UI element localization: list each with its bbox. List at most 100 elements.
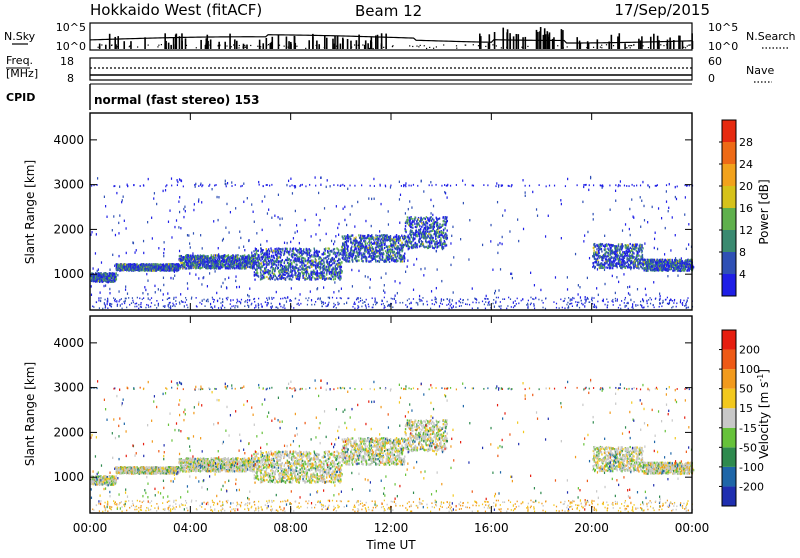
nsearch-dot	[682, 46, 683, 47]
nsky-bar	[367, 43, 369, 49]
data-cell	[392, 254, 393, 256]
data-cell	[414, 216, 415, 218]
data-cell	[388, 250, 389, 252]
nsky-bar	[342, 38, 344, 49]
nsky-bar	[657, 36, 659, 49]
data-cell	[296, 278, 297, 280]
data-cell	[263, 256, 264, 258]
data-cell	[347, 248, 348, 250]
data-cell	[304, 251, 305, 253]
nsearch-dot	[465, 44, 466, 45]
data-cell	[210, 267, 211, 269]
data-cell	[429, 220, 430, 222]
nsky-bar	[640, 40, 642, 49]
data-cell	[415, 242, 416, 244]
nsky-bar	[234, 39, 236, 49]
data-cell	[419, 225, 420, 227]
data-cell	[362, 260, 363, 262]
data-cell	[292, 274, 293, 276]
nsearch-dot	[296, 46, 297, 47]
data-cell	[281, 251, 282, 253]
data-cell	[323, 262, 324, 264]
nsky-bar	[332, 39, 334, 49]
data-cell	[605, 256, 606, 258]
nsky-tick-top: 10^5	[56, 21, 86, 34]
data-cell	[423, 230, 424, 232]
data-cell	[191, 262, 192, 264]
data-cell	[397, 260, 398, 262]
data-cell	[258, 250, 259, 252]
nsearch-dot	[666, 44, 667, 45]
data-cell	[183, 256, 184, 258]
data-cell	[298, 249, 299, 251]
data-cell	[619, 251, 620, 253]
data-cell	[653, 261, 654, 263]
data-cell	[619, 263, 620, 265]
data-cell	[628, 264, 629, 266]
data-cell	[384, 241, 385, 243]
data-cell	[377, 260, 378, 262]
data-cell	[368, 247, 369, 249]
data-cell	[334, 258, 335, 260]
data-cell	[268, 263, 269, 265]
nsearch-dot	[137, 46, 138, 47]
data-cell	[599, 256, 600, 258]
data-cell	[393, 258, 394, 260]
nsearch-dot	[557, 45, 558, 46]
data-cell	[327, 255, 328, 257]
data-cell	[411, 230, 412, 232]
data-cell	[441, 243, 442, 245]
data-cell	[346, 257, 347, 259]
data-cell	[240, 255, 241, 257]
data-cell	[134, 263, 135, 265]
nsky-bar	[99, 44, 101, 49]
data-cell	[358, 234, 359, 236]
nsky-bar	[539, 31, 541, 49]
data-cell	[374, 257, 375, 259]
data-cell	[225, 255, 226, 257]
data-cell	[314, 252, 315, 254]
data-cell	[385, 250, 386, 252]
nsky-bar	[181, 33, 183, 49]
nsearch-dot	[456, 45, 457, 46]
nsearch-dot	[381, 45, 382, 46]
data-cell	[319, 251, 320, 253]
data-cell	[439, 244, 440, 246]
data-cell	[421, 236, 422, 238]
data-cell	[638, 254, 639, 256]
nsky-bar	[347, 39, 349, 49]
data-cell	[180, 259, 181, 261]
data-cell	[329, 248, 330, 250]
data-cell	[428, 235, 429, 237]
data-cell	[411, 218, 412, 220]
nsearch-dot	[158, 45, 159, 46]
data-cell	[405, 243, 406, 245]
data-cell	[425, 246, 426, 248]
data-cell	[612, 267, 613, 269]
nsky-panel: N.Sky 10^5 10^0 10^5 10^0 N.Search	[4, 21, 796, 53]
data-cell	[115, 276, 116, 278]
data-cell	[278, 260, 279, 262]
data-cell	[210, 265, 211, 267]
nsearch-dot	[117, 46, 118, 47]
nsky-bar	[377, 37, 379, 49]
data-cell	[610, 267, 611, 269]
data-cell	[346, 254, 347, 256]
data-cell	[411, 236, 412, 238]
data-cell	[274, 269, 275, 271]
nsearch-dot	[242, 46, 243, 47]
data-cell	[227, 263, 228, 265]
nsky-bar	[105, 45, 107, 49]
data-cell	[233, 264, 234, 266]
data-cell	[265, 272, 266, 274]
data-cell	[417, 244, 418, 246]
freq-unit: [MHz]	[6, 67, 38, 80]
nsky-bar	[682, 41, 684, 49]
data-cell	[325, 248, 326, 250]
data-cell	[443, 220, 444, 222]
data-cell	[253, 258, 254, 260]
data-cell	[339, 259, 340, 261]
data-cell	[381, 234, 382, 236]
data-cell	[640, 248, 641, 250]
data-cell	[331, 274, 332, 276]
